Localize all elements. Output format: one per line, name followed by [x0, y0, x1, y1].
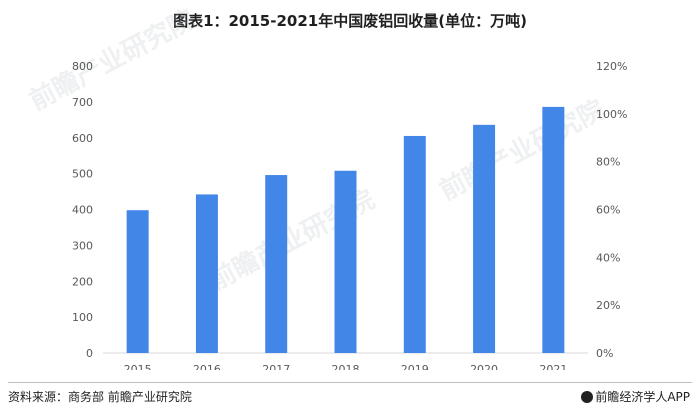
x-tick-label: 2016 [193, 363, 221, 370]
chart-title: 图表1：2015-2021年中国废铝回收量(单位：万吨) [173, 12, 527, 30]
y2-tick-label: 60% [596, 204, 620, 217]
x-tick-label: 2018 [332, 363, 360, 370]
x-tick-label: 2021 [539, 363, 567, 370]
y-tick-label: 500 [72, 168, 93, 181]
x-axis: 2015 2016 2017 2018 2019 2020 2021 [124, 363, 568, 370]
y2-tick-label: 80% [596, 156, 620, 169]
y2-tick-label: 120% [596, 60, 627, 73]
x-tick-label: 2020 [470, 363, 498, 370]
y-tick-label: 700 [72, 96, 93, 109]
y-axis-right: 0% 20% 40% 60% 80% 100% 120% [596, 60, 627, 360]
y2-tick-label: 0% [596, 347, 613, 360]
x-tick-label: 2017 [262, 363, 290, 370]
bar-chart: 0 100 200 300 400 500 600 700 800 0% 20% 40% 60% 80%… [72, 60, 627, 370]
y2-tick-label: 40% [596, 251, 620, 264]
y-tick-label: 0 [86, 347, 93, 360]
bar-2017 [265, 175, 288, 353]
x-tick-label: 2019 [401, 363, 429, 370]
bar-2016 [195, 194, 218, 353]
bar-2015 [126, 210, 149, 353]
y-axis-left: 0 100 200 300 400 500 600 700 800 [72, 60, 93, 360]
bar-2021 [542, 106, 565, 354]
bars [126, 106, 565, 354]
brand-logo: 前瞻经济学人APP [581, 388, 690, 405]
y2-tick-label: 100% [596, 108, 627, 121]
bar-2019 [403, 135, 426, 353]
bar-2020 [473, 124, 496, 354]
brand-text: 前瞻经济学人APP [595, 390, 690, 404]
x-tick-label: 2015 [124, 363, 152, 370]
footer-divider [8, 382, 692, 383]
y-tick-label: 300 [72, 239, 93, 252]
y2-tick-label: 20% [596, 299, 620, 312]
source-note: 资料来源：商务部 前瞻产业研究院 [8, 390, 192, 404]
brand-icon [581, 391, 594, 403]
y-tick-label: 200 [72, 275, 93, 288]
y-tick-label: 800 [72, 60, 93, 73]
bar-2018 [334, 170, 357, 353]
y-tick-label: 400 [72, 204, 93, 217]
y-tick-label: 600 [72, 132, 93, 145]
y-tick-label: 100 [72, 311, 93, 324]
